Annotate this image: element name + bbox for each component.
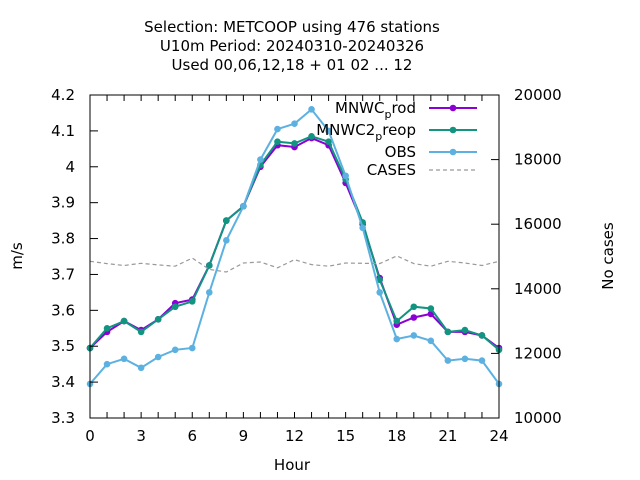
x-tick-label: 24 (489, 427, 508, 445)
data-point-mnwc2 (376, 276, 384, 284)
y-tick-label: 3.9 (51, 194, 75, 212)
legend-label-mnwc2: MNWC2preop (316, 121, 416, 143)
x-tick-label: 6 (187, 427, 197, 445)
chart-title: Selection: METCOOP using 476 stations U1… (144, 18, 440, 74)
data-point-obs (223, 237, 230, 244)
series-line-cases (89, 255, 500, 273)
data-point-obs (359, 224, 366, 232)
x-tick-label: 18 (387, 427, 406, 445)
data-point-mnwc2 (274, 138, 281, 145)
data-point-mnwc2 (478, 332, 486, 339)
title-line-3: Used 00,06,12,18 + 01 02 ... 12 (172, 56, 413, 74)
data-point-obs (137, 364, 145, 372)
data-point-mnwc2 (393, 317, 401, 325)
data-point-mnwc2 (427, 305, 435, 312)
data-point-obs (205, 289, 213, 296)
legend-marker-obs (449, 148, 457, 156)
y2-tick-label: 10000 (514, 409, 562, 427)
y-tick-label: 3.3 (51, 409, 75, 427)
data-point-obs (376, 289, 384, 296)
data-point-mnwc2 (188, 298, 196, 305)
data-point-mnwc2 (308, 132, 315, 140)
y2-tick-label: 18000 (514, 151, 562, 169)
y2-tick-label: 14000 (514, 280, 562, 298)
data-point-mnwc2 (291, 140, 298, 147)
y2-tick-label: 12000 (514, 344, 562, 362)
data-point-mnwc2 (171, 303, 179, 311)
y-axis-label: m/s (8, 242, 26, 270)
y2-tick-label: 20000 (514, 86, 562, 104)
data-point-mnwc2 (444, 328, 452, 336)
data-point-obs (342, 172, 349, 180)
series-line-mnwc2 (89, 135, 500, 351)
data-point-mnwc2 (137, 328, 145, 336)
data-point-obs (393, 335, 401, 343)
y-tick-label: 4.2 (51, 86, 75, 104)
data-point-mnwc2 (154, 316, 162, 323)
x-tick-label: 9 (239, 427, 249, 445)
y-tick-label: 4 (65, 158, 75, 176)
series-line-obs (89, 107, 500, 385)
data-point-obs (188, 344, 196, 352)
title-line-2: U10m Period: 20240310-20240326 (160, 37, 424, 55)
x-tick-label: 15 (336, 427, 355, 445)
y-tick-label: 3.6 (51, 301, 75, 319)
data-point-mnwc2 (325, 138, 332, 145)
data-point-mnwc (410, 314, 418, 321)
data-point-obs (444, 357, 452, 364)
data-point-obs (410, 332, 418, 339)
data-point-obs (103, 360, 111, 368)
y-tick-label: 4.1 (51, 122, 75, 140)
data-point-obs (274, 125, 281, 133)
legend-label-mnwc: MNWCprod (335, 99, 416, 121)
data-point-mnwc2 (410, 303, 418, 311)
series-layer (86, 106, 503, 388)
data-point-mnwc2 (223, 217, 230, 224)
x-tick-label: 12 (285, 427, 304, 445)
data-point-mnwc2 (461, 326, 469, 334)
data-point-obs (291, 120, 298, 128)
data-point-obs (478, 357, 486, 364)
data-point-obs (461, 355, 469, 363)
data-point-obs (154, 353, 162, 361)
x-axis-label: Hour (274, 456, 311, 474)
title-line-1: Selection: METCOOP using 476 stations (144, 18, 440, 36)
y-tick-label: 3.4 (51, 373, 75, 391)
ticks-layer: 0 3 6 9 12 15 18 21 24 3.3 3.4 3.5 3.6 3.7 3.8 3.9 4 4.1 4… (51, 86, 562, 445)
data-point-mnwc2 (205, 262, 213, 269)
data-point-obs (257, 156, 264, 163)
x-tick-label: 21 (438, 427, 457, 445)
data-point-mnwc2 (103, 324, 111, 332)
x-tick-label: 0 (85, 427, 95, 445)
legend-marker-mnwc2 (449, 126, 457, 134)
data-point-obs (427, 337, 435, 345)
y-tick-label: 3.8 (51, 230, 75, 248)
legend-label-cases: CASES (367, 161, 416, 179)
data-point-obs (325, 127, 332, 135)
data-point-mnwc2 (120, 317, 128, 325)
legend-marker-mnwc (449, 104, 457, 112)
data-point-obs (308, 106, 315, 113)
y2-tick-label: 16000 (514, 215, 562, 233)
y2-axis-label: No cases (599, 222, 617, 290)
data-point-obs (240, 202, 247, 210)
legend-label-obs: OBS (385, 143, 416, 161)
data-point-obs (120, 355, 128, 363)
y-tick-label: 3.7 (51, 265, 75, 283)
data-point-obs (171, 346, 179, 354)
x-tick-label: 3 (136, 427, 146, 445)
y-tick-label: 3.5 (51, 337, 75, 355)
